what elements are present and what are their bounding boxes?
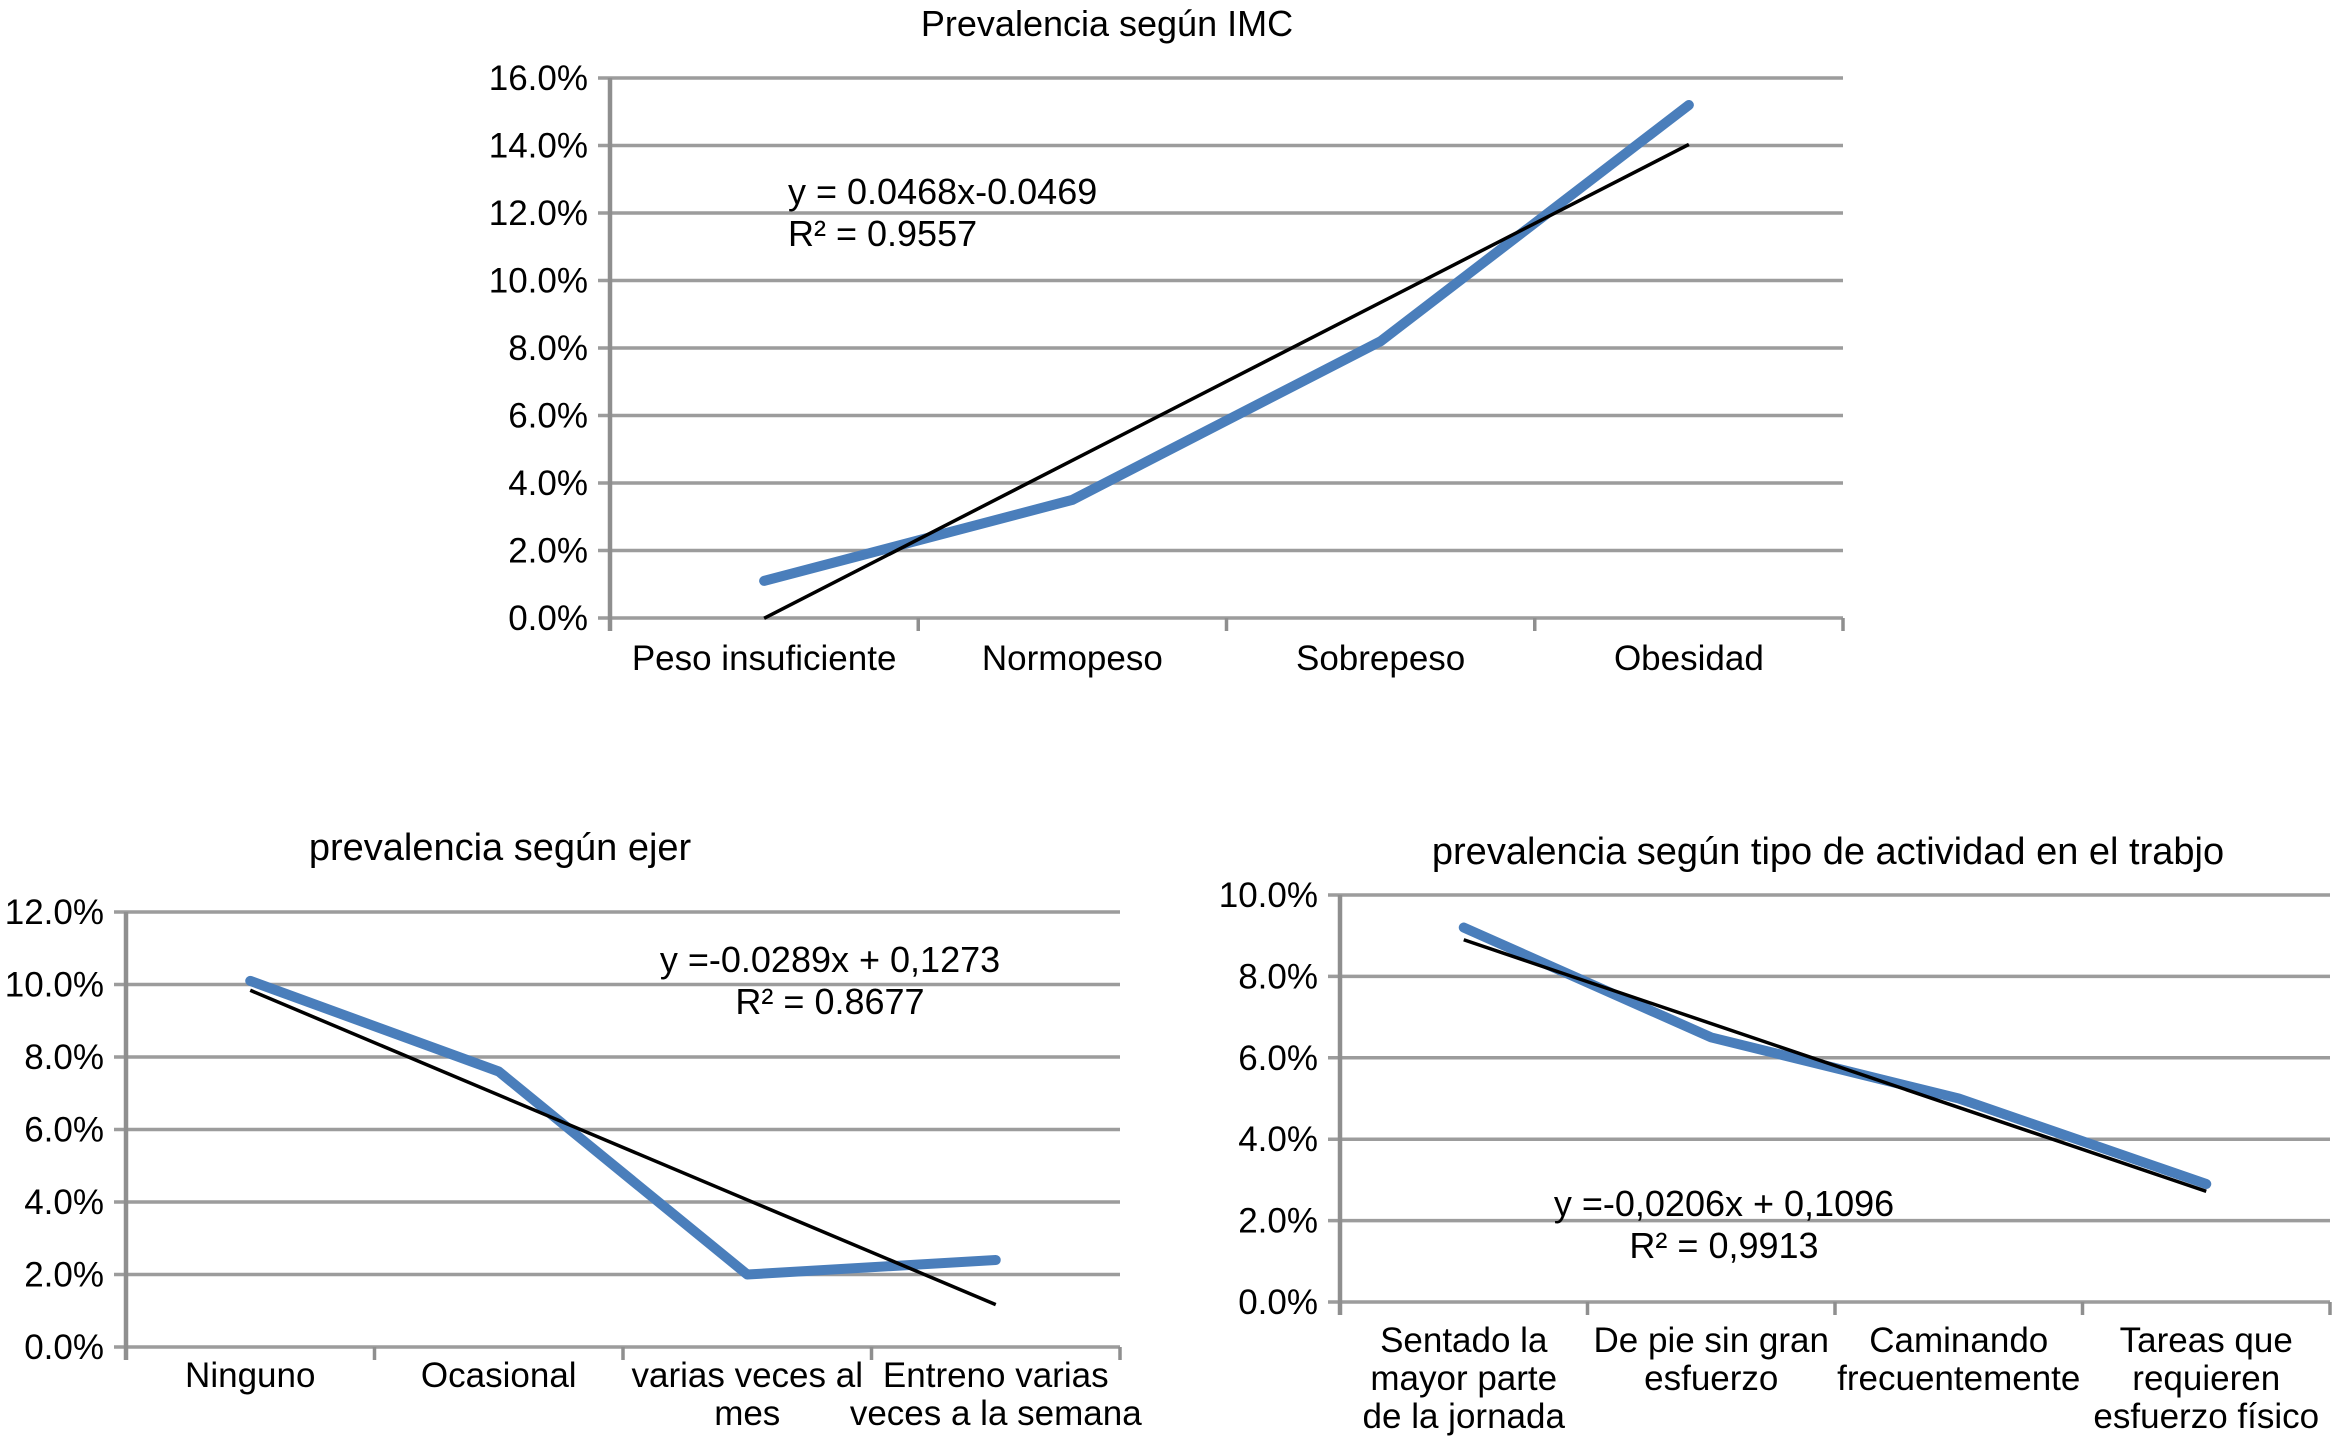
x-category-label: Sobrepeso	[1296, 639, 1465, 678]
x-category-label: Obesidad	[1614, 639, 1764, 678]
y-tick-label: 8.0%	[1238, 957, 1318, 996]
y-tick-label: 14.0%	[489, 127, 588, 166]
trendline-equation: y =-0.0289x + 0,1273	[659, 939, 1001, 980]
x-category-label: varias veces al mes	[632, 1356, 863, 1433]
y-tick-label: 0.0%	[1238, 1283, 1318, 1322]
y-tick-label: 0.0%	[508, 599, 588, 638]
y-tick-label: 10.0%	[5, 966, 104, 1005]
y-tick-label: 4.0%	[24, 1183, 104, 1222]
x-category-label: Caminando frecuentemente	[1837, 1321, 2080, 1398]
chart-ejercicio-title: prevalencia según ejer	[308, 827, 692, 869]
trendline-ejercicio	[249, 988, 997, 1307]
y-tick-label: 0.0%	[24, 1328, 104, 1367]
x-category-label: De pie sin gran esfuerzo	[1594, 1321, 1829, 1398]
y-tick-label: 2.0%	[508, 532, 588, 571]
x-category-label: Peso insuficiente	[632, 639, 897, 678]
y-tick-label: 2.0%	[24, 1256, 104, 1295]
y-tick-label: 2.0%	[1238, 1202, 1318, 1241]
chart-ejercicio-trendline-label: y =-0.0289x + 0,1273 R² = 0.8677	[660, 939, 1000, 1023]
trendline-r2: R² = 0.8677	[735, 981, 925, 1022]
chart-imc-title: Prevalencia según IMC	[920, 3, 1294, 44]
chart-imc-trendline-label: y = 0.0468x-0.0469 R² = 0.9557	[788, 171, 1097, 255]
y-tick-label: 10.0%	[1219, 876, 1318, 915]
trendline-imc	[763, 142, 1690, 620]
x-category-label: Sentado la mayor parte de la jornada	[1363, 1321, 1566, 1436]
chart-trabajo-trendline-label: y =-0,0206x + 0,1096 R² = 0,9913	[1554, 1183, 1894, 1267]
y-tick-label: 16.0%	[489, 59, 588, 98]
x-category-label: Tareas que requieren esfuerzo físico	[2093, 1321, 2319, 1436]
trendline-trabajo	[1463, 938, 2207, 1193]
y-tick-label: 6.0%	[508, 397, 588, 436]
trendline-equation: y = 0.0468x-0.0469	[788, 171, 1098, 212]
x-category-label: Entreno varias veces a la semana	[850, 1356, 1142, 1433]
y-tick-label: 12.0%	[5, 893, 104, 932]
y-tick-label: 12.0%	[489, 194, 588, 233]
y-tick-label: 4.0%	[508, 464, 588, 503]
x-category-label: Ninguno	[185, 1356, 315, 1395]
trendline-r2: R² = 0,9913	[1629, 1225, 1819, 1266]
y-tick-label: 8.0%	[508, 329, 588, 368]
series-line-trabajo	[1458, 922, 2212, 1189]
chart-trabajo-title: prevalencia según tipo de actividad en e…	[1431, 831, 2225, 873]
y-tick-label: 10.0%	[489, 262, 588, 301]
trendline-equation: y =-0,0206x + 0,1096	[1553, 1183, 1895, 1224]
x-category-label: Ocasional	[421, 1356, 577, 1395]
trendline-r2: R² = 0.9557	[788, 213, 978, 254]
series-line-ejercicio	[245, 975, 1001, 1280]
y-tick-label: 4.0%	[1238, 1120, 1318, 1159]
y-tick-label: 8.0%	[24, 1038, 104, 1077]
y-tick-label: 6.0%	[24, 1111, 104, 1150]
y-tick-label: 6.0%	[1238, 1039, 1318, 1078]
x-category-label: Normopeso	[982, 639, 1163, 678]
